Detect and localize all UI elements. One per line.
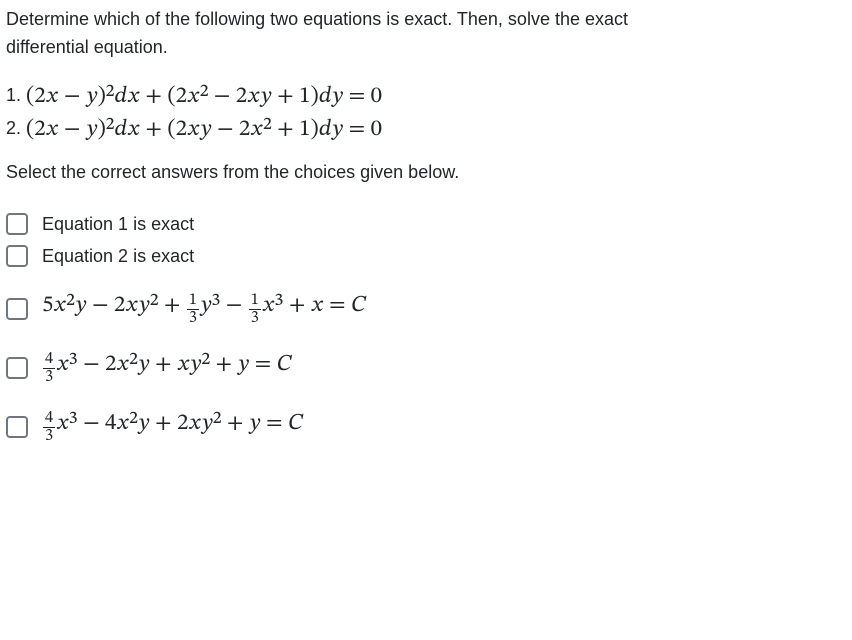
- choice-3-label: 5𝑥²𝑦 − 2𝑥𝑦² + 13𝑦³ − 13𝑥³ + 𝑥 = 𝐶: [42, 291, 366, 326]
- choice-4-part-1: 𝑥³ − 2𝑥²𝑦 + 𝑥𝑦² + 𝑦 = 𝐶: [56, 353, 291, 376]
- fraction: 13: [249, 292, 261, 326]
- equation-list: 1. (2𝑥 − 𝑦)²𝑑𝑥 + (2𝑥² − 2𝑥𝑦 + 1)𝑑𝑦 = 0 2…: [6, 80, 846, 147]
- fraction-den: 3: [43, 369, 55, 386]
- select-instruction: Select the correct answers from the choi…: [6, 162, 846, 183]
- choice-1-label: Equation 1 is exact: [42, 214, 194, 235]
- fraction-den: 3: [187, 310, 199, 327]
- question-prompt: Determine which of the following two equ…: [6, 6, 846, 62]
- fraction-den: 3: [43, 428, 55, 445]
- fraction-num: 4: [43, 351, 55, 369]
- prompt-line-1: Determine which of the following two equ…: [6, 9, 628, 29]
- choice-1[interactable]: Equation 1 is exact: [6, 213, 846, 235]
- checkbox-icon[interactable]: [6, 416, 28, 438]
- choice-3-part-3: 𝑥³ + 𝑥 = 𝐶: [262, 294, 366, 317]
- choice-3-part-1: 5𝑥²𝑦 − 2𝑥𝑦² +: [42, 294, 186, 317]
- checkbox-icon[interactable]: [6, 357, 28, 379]
- equation-2: 2. (2𝑥 − 𝑦)²𝑑𝑥 + (2𝑥𝑦 − 2𝑥² + 1)𝑑𝑦 = 0: [6, 113, 846, 146]
- choice-5-part-1: 𝑥³ − 4𝑥²𝑦 + 2𝑥𝑦² + 𝑦 = 𝐶: [56, 412, 303, 435]
- fraction: 13: [187, 292, 199, 326]
- choice-5[interactable]: 43𝑥³ − 4𝑥²𝑦 + 2𝑥𝑦² + 𝑦 = 𝐶: [6, 409, 846, 444]
- choice-3[interactable]: 5𝑥²𝑦 − 2𝑥𝑦² + 13𝑦³ − 13𝑥³ + 𝑥 = 𝐶: [6, 291, 846, 326]
- equation-1-number: 1.: [6, 85, 26, 105]
- fraction-num: 1: [249, 292, 261, 310]
- choice-4[interactable]: 43𝑥³ − 2𝑥²𝑦 + 𝑥𝑦² + 𝑦 = 𝐶: [6, 350, 846, 385]
- choice-3-part-2: 𝑦³ −: [200, 294, 248, 317]
- prompt-line-2: differential equation.: [6, 37, 168, 57]
- equation-2-number: 2.: [6, 118, 26, 138]
- fraction-num: 1: [187, 292, 199, 310]
- checkbox-icon[interactable]: [6, 298, 28, 320]
- choice-2[interactable]: Equation 2 is exact: [6, 245, 846, 267]
- choice-2-label: Equation 2 is exact: [42, 246, 194, 267]
- fraction: 43: [43, 410, 55, 444]
- fraction: 43: [43, 351, 55, 385]
- equation-1: 1. (2𝑥 − 𝑦)²𝑑𝑥 + (2𝑥² − 2𝑥𝑦 + 1)𝑑𝑦 = 0: [6, 80, 846, 113]
- fraction-den: 3: [249, 310, 261, 327]
- fraction-num: 4: [43, 410, 55, 428]
- checkbox-icon[interactable]: [6, 213, 28, 235]
- checkbox-icon[interactable]: [6, 245, 28, 267]
- choice-4-label: 43𝑥³ − 2𝑥²𝑦 + 𝑥𝑦² + 𝑦 = 𝐶: [42, 350, 292, 385]
- answer-choices: Equation 1 is exact Equation 2 is exact …: [6, 213, 846, 444]
- choice-5-label: 43𝑥³ − 4𝑥²𝑦 + 2𝑥𝑦² + 𝑦 = 𝐶: [42, 409, 303, 444]
- equation-2-body: (2𝑥 − 𝑦)²𝑑𝑥 + (2𝑥𝑦 − 2𝑥² + 1)𝑑𝑦 = 0: [26, 118, 382, 141]
- equation-1-body: (2𝑥 − 𝑦)²𝑑𝑥 + (2𝑥² − 2𝑥𝑦 + 1)𝑑𝑦 = 0: [26, 85, 382, 108]
